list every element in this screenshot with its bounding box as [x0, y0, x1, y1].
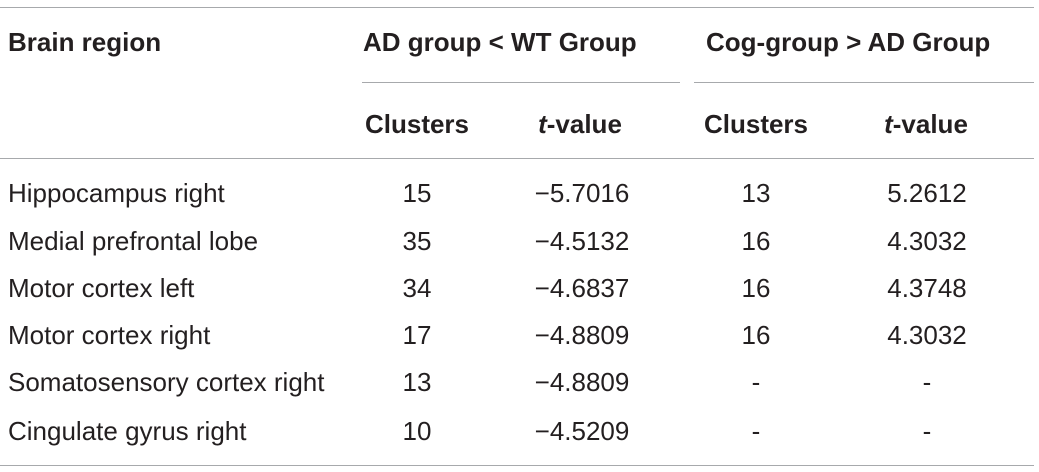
group2-underline	[694, 82, 1034, 83]
group1-underline	[362, 82, 680, 83]
clusters-cog-cell: 16	[741, 226, 771, 256]
tvalue-cog-cell: -	[922, 416, 932, 446]
tvalue-cog-cell: 4.3032	[887, 226, 967, 256]
clusters-ad-cell: 10	[402, 416, 432, 446]
header-group2: Cog-group > AD Group	[706, 27, 991, 57]
tvalue-ad-cell: −4.8809	[534, 320, 630, 350]
tvalue-ad-cell: −4.5132	[534, 226, 630, 256]
region-cell: Motor cortex right	[8, 320, 211, 350]
header-tvalue-2: t-value	[884, 109, 968, 139]
clusters-cog-cell: 16	[741, 320, 771, 350]
clusters-cog-cell: 16	[741, 273, 771, 303]
tvalue-cog-cell: 5.2612	[887, 178, 967, 208]
header-tvalue-1: t-value	[538, 109, 622, 139]
region-cell: Medial prefrontal lobe	[8, 226, 259, 256]
clusters-cog-cell: 13	[741, 178, 771, 208]
header-bottom-rule	[0, 158, 1034, 159]
t-symbol: t	[538, 109, 547, 139]
header-group1: AD group < WT Group	[363, 27, 637, 57]
clusters-ad-cell: 13	[402, 367, 432, 397]
clusters-ad-cell: 17	[402, 320, 432, 350]
t-symbol: t	[884, 109, 893, 139]
value-suffix: -value	[546, 109, 622, 139]
tvalue-cog-cell: -	[922, 367, 932, 397]
tvalue-ad-cell: −5.7016	[534, 178, 630, 208]
tvalue-ad-cell: −4.6837	[534, 273, 630, 303]
clusters-ad-cell: 15	[402, 178, 432, 208]
top-rule	[0, 7, 1034, 8]
value-suffix: -value	[892, 109, 968, 139]
header-clusters-2: Clusters	[703, 109, 809, 139]
clusters-ad-cell: 34	[402, 273, 432, 303]
clusters-ad-cell: 35	[402, 226, 432, 256]
tvalue-cog-cell: 4.3748	[887, 273, 967, 303]
tvalue-cog-cell: 4.3032	[887, 320, 967, 350]
region-cell: Somatosensory cortex right	[8, 367, 325, 397]
clusters-cog-cell: -	[751, 367, 761, 397]
tvalue-ad-cell: −4.8809	[534, 367, 630, 397]
region-cell: Motor cortex left	[8, 273, 195, 303]
clusters-cog-cell: -	[751, 416, 761, 446]
header-brain-region: Brain region	[8, 27, 162, 57]
region-cell: Cingulate gyrus right	[8, 416, 247, 446]
header-clusters-1: Clusters	[364, 109, 470, 139]
bottom-rule	[0, 465, 1034, 466]
region-cell: Hippocampus right	[8, 178, 225, 208]
tvalue-ad-cell: −4.5209	[534, 416, 630, 446]
